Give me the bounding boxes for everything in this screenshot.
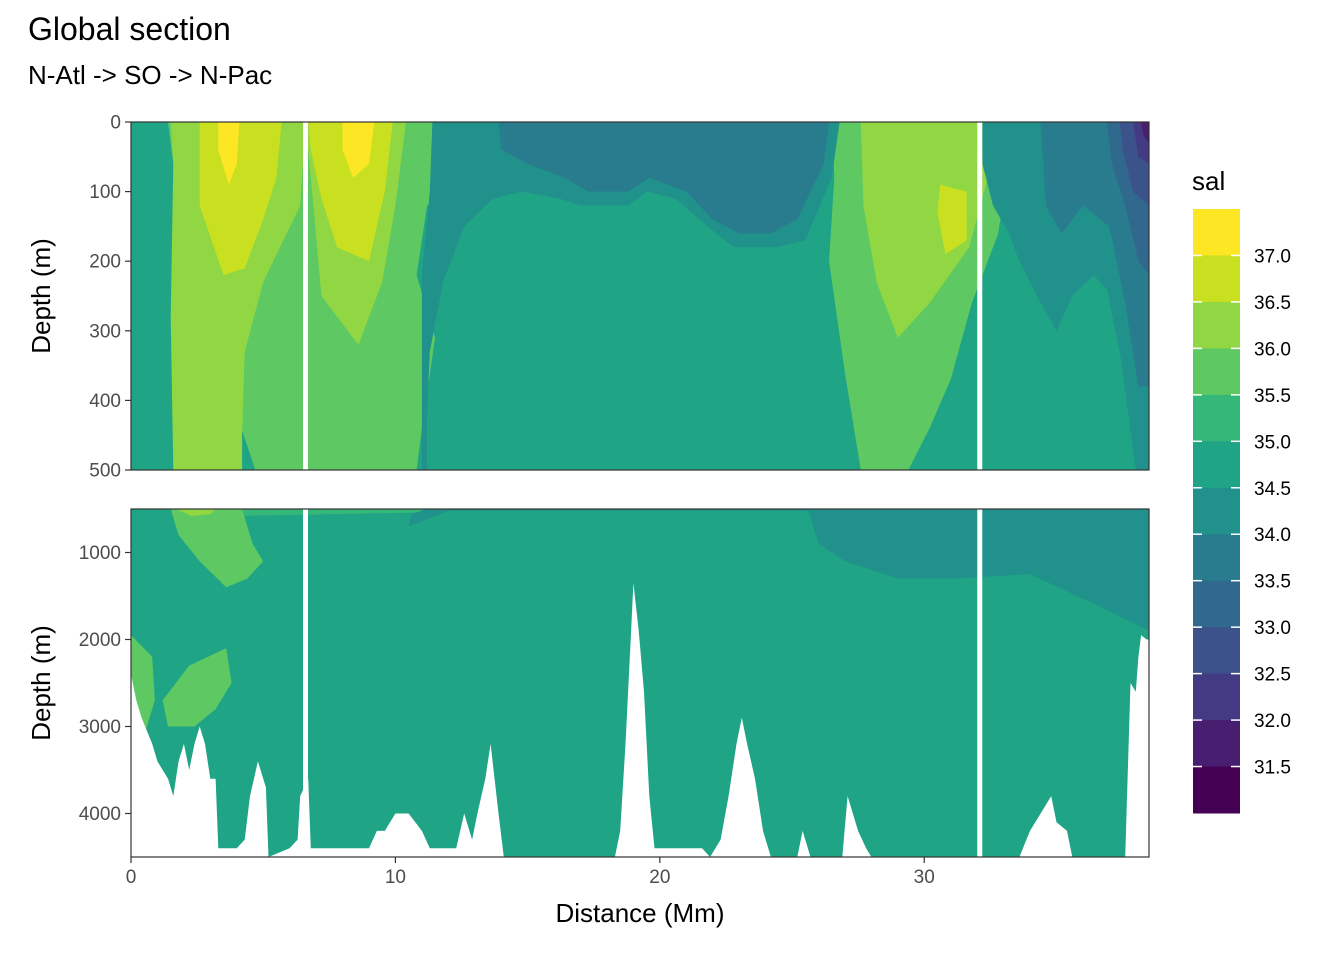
chart-title: Global section bbox=[28, 11, 231, 47]
legend-swatch-7 bbox=[1193, 534, 1240, 581]
xtick-label-2: 20 bbox=[649, 867, 670, 888]
legend-swatch-9 bbox=[1193, 627, 1240, 674]
legend-label-10: 32.0 bbox=[1254, 711, 1291, 732]
xtick-label-0: 0 bbox=[126, 867, 137, 888]
legend-swatch-12 bbox=[1193, 767, 1240, 814]
lower-ytick-label-3: 4000 bbox=[79, 804, 121, 825]
legend-swatch-4 bbox=[1193, 395, 1240, 442]
upper-station-gap-0 bbox=[303, 122, 308, 470]
legend-swatch-6 bbox=[1193, 488, 1240, 535]
legend-title: sal bbox=[1192, 166, 1225, 196]
xtick-label-3: 30 bbox=[914, 867, 935, 888]
legend-label-0: 37.0 bbox=[1254, 246, 1291, 267]
xtick-label-1: 10 bbox=[385, 867, 406, 888]
legend-label-5: 34.5 bbox=[1254, 479, 1291, 500]
legend-swatch-11 bbox=[1193, 720, 1240, 767]
legend-label-2: 36.0 bbox=[1254, 339, 1291, 360]
upper-station-gap-1 bbox=[977, 122, 982, 470]
lower-panel: 1000 2000 3000 4000 Depth (m) bbox=[26, 509, 1149, 857]
lower-ytick-label-1: 2000 bbox=[79, 630, 121, 651]
legend-swatch-5 bbox=[1193, 441, 1240, 488]
upper-y-axis-title: Depth (m) bbox=[26, 238, 56, 354]
x-axis-title: Distance (Mm) bbox=[555, 898, 724, 928]
lower-ytick-label-2: 3000 bbox=[79, 717, 121, 738]
legend-swatch-3 bbox=[1193, 348, 1240, 395]
upper-ytick-label-2: 200 bbox=[89, 252, 121, 273]
legend-swatch-2 bbox=[1193, 302, 1240, 349]
legend-label-3: 35.5 bbox=[1254, 386, 1291, 407]
legend-label-1: 36.5 bbox=[1254, 293, 1291, 314]
lower-ytick-label-0: 1000 bbox=[79, 543, 121, 564]
legend-label-11: 31.5 bbox=[1254, 758, 1291, 779]
legend-swatch-1 bbox=[1193, 255, 1240, 302]
lower-station-gap-1 bbox=[977, 509, 982, 857]
upper-ytick-label-3: 300 bbox=[89, 321, 121, 342]
upper-ytick-label-5: 500 bbox=[89, 461, 121, 482]
legend-label-6: 34.0 bbox=[1254, 525, 1291, 546]
upper-panel: 0 100 200 300 400 500 Depth (m) bbox=[26, 113, 1149, 482]
upper-ytick-label-0: 0 bbox=[110, 113, 121, 134]
legend-swatch-10 bbox=[1193, 674, 1240, 721]
lower-y-axis-title: Depth (m) bbox=[26, 625, 56, 741]
lower-station-gap-0 bbox=[303, 509, 308, 857]
legend-label-7: 33.5 bbox=[1254, 572, 1291, 593]
chart-subtitle: N-Atl -> SO -> N-Pac bbox=[28, 60, 272, 90]
legend: sal 37.0 36.5 36.0 35.5 35.0 34.5 34.0 33.5 33.0… bbox=[1192, 166, 1291, 814]
legend-swatch-8 bbox=[1193, 581, 1240, 628]
upper-ytick-label-4: 400 bbox=[89, 391, 121, 412]
legend-label-4: 35.0 bbox=[1254, 432, 1291, 453]
legend-label-8: 33.0 bbox=[1254, 618, 1291, 639]
upper-ytick-label-1: 100 bbox=[89, 182, 121, 203]
legend-swatch-0 bbox=[1193, 209, 1240, 256]
legend-label-9: 32.5 bbox=[1254, 665, 1291, 686]
